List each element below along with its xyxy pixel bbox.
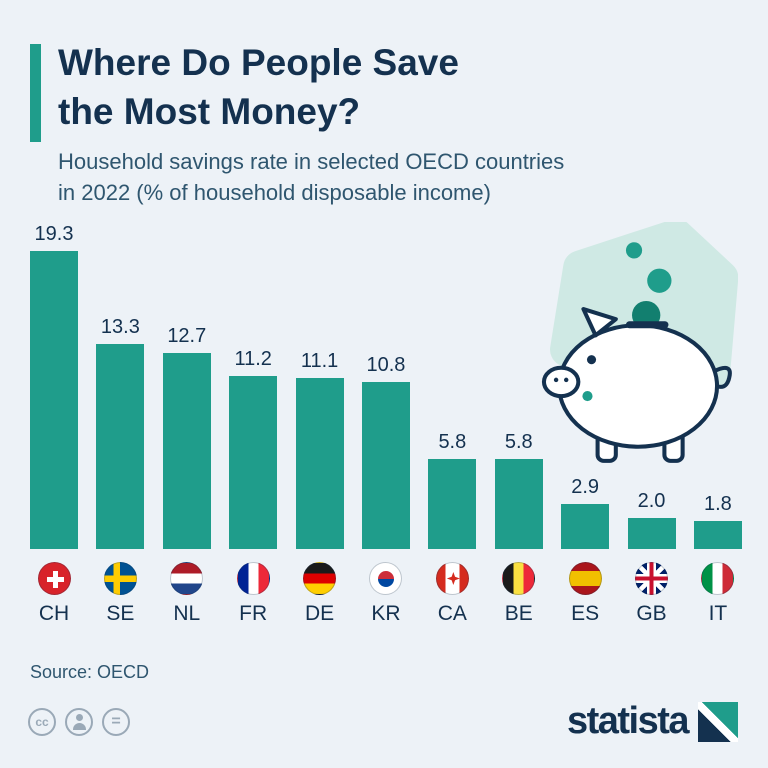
flag-ch-icon xyxy=(37,562,71,595)
country-code-label: SE xyxy=(106,602,135,625)
pig-ear xyxy=(581,307,618,338)
flag-ca-icon xyxy=(435,562,469,595)
bar-value-label: 5.8 xyxy=(504,431,533,453)
bar xyxy=(561,504,610,549)
license-icons: cc = xyxy=(28,708,130,736)
bar-value-label: 19.3 xyxy=(34,223,74,245)
bar xyxy=(96,344,145,549)
bar-column: 10.8 KR xyxy=(361,354,410,626)
bar-column: 19.3 CH xyxy=(30,223,78,626)
country-code-label: NL xyxy=(173,602,201,625)
flag-de-icon xyxy=(303,562,337,595)
bar xyxy=(162,353,211,549)
bar-value-label: 11.2 xyxy=(234,348,272,370)
cc-attribution-icon xyxy=(65,708,93,736)
country-code-label: CH xyxy=(38,602,70,625)
bar-column: 12.7 NL xyxy=(162,325,211,626)
flag-nl-icon xyxy=(170,562,204,595)
bar xyxy=(361,382,410,549)
country-code-label: KR xyxy=(371,602,401,625)
bar-value-label: 5.8 xyxy=(438,431,467,453)
pig-cheek-dot xyxy=(582,391,593,402)
bar-value-label: 12.7 xyxy=(167,325,207,347)
country-code-label: GB xyxy=(636,602,667,625)
bar-column: 11.2 FR xyxy=(229,348,278,626)
page-title: Where Do People Save the Most Money? xyxy=(58,38,678,136)
title-line-1: Where Do People Save xyxy=(58,42,459,83)
bar xyxy=(693,521,742,549)
bar xyxy=(295,378,344,549)
coin-small-icon xyxy=(625,242,643,259)
country-code-label: BE xyxy=(504,602,533,625)
pig-snout xyxy=(541,365,581,399)
bar-value-label: 2.9 xyxy=(571,476,600,498)
flag-es-icon xyxy=(568,562,602,595)
cc-equals-icon: = xyxy=(102,708,130,736)
title-accent-bar xyxy=(30,44,41,142)
country-code-label: FR xyxy=(239,602,268,625)
bar-chart: 19.3 CH 13.3 SE 12.7 NL 11.2 FR 11.1 DE 10.8 KR 5.8 C… xyxy=(30,223,742,626)
bar-value-label: 2.0 xyxy=(637,490,666,512)
cc-license-icon: cc xyxy=(28,708,56,736)
bar xyxy=(229,376,278,549)
bar xyxy=(494,459,543,549)
pig-nostril-right xyxy=(563,377,569,383)
statista-logo: statista xyxy=(567,700,738,743)
pig-nostril-left xyxy=(553,377,559,383)
title-line-2: the Most Money? xyxy=(58,91,361,132)
bar-column: 1.8 IT xyxy=(693,493,742,626)
country-code-label: ES xyxy=(571,602,600,625)
bar-column: 5.8 CA xyxy=(428,431,477,626)
flag-se-icon xyxy=(103,562,137,595)
coin-slot xyxy=(625,321,669,329)
bar-column: 2.9 ES xyxy=(561,476,610,626)
bar xyxy=(627,518,676,549)
source-text: Source: OECD xyxy=(30,662,150,682)
bar-column: 11.1 DE xyxy=(295,350,344,626)
pig-eye xyxy=(586,355,597,365)
coin-medium-icon xyxy=(647,268,672,293)
bar-value-label: 11.1 xyxy=(300,350,339,372)
flag-be-icon xyxy=(502,562,536,595)
bar-column: 13.3 SE xyxy=(96,316,145,626)
statista-logo-text: statista xyxy=(566,700,690,742)
flag-it-icon xyxy=(701,562,735,595)
page-subtitle: Household savings rate in selected OECD … xyxy=(58,146,698,208)
bar-value-label: 1.8 xyxy=(704,493,732,515)
bar xyxy=(428,459,477,549)
country-code-label: CA xyxy=(437,602,467,625)
subtitle-line-1: Household savings rate in selected OECD … xyxy=(58,149,565,174)
country-code-label: DE xyxy=(304,602,335,625)
bar-value-label: 10.8 xyxy=(366,354,406,376)
flag-kr-icon xyxy=(369,562,403,595)
bar-column: 2.0 GB xyxy=(627,490,676,626)
piggy-bank-illustration xyxy=(541,222,738,463)
bar-value-label: 13.3 xyxy=(100,316,140,338)
flag-fr-icon xyxy=(236,562,270,595)
country-code-label: IT xyxy=(708,602,728,625)
subtitle-line-2: in 2022 (% of household disposable incom… xyxy=(58,180,491,205)
statista-logo-mark-icon xyxy=(698,701,738,742)
bar-column: 5.8 BE xyxy=(494,431,543,626)
flag-gb-icon xyxy=(635,562,669,595)
bar xyxy=(30,251,78,549)
